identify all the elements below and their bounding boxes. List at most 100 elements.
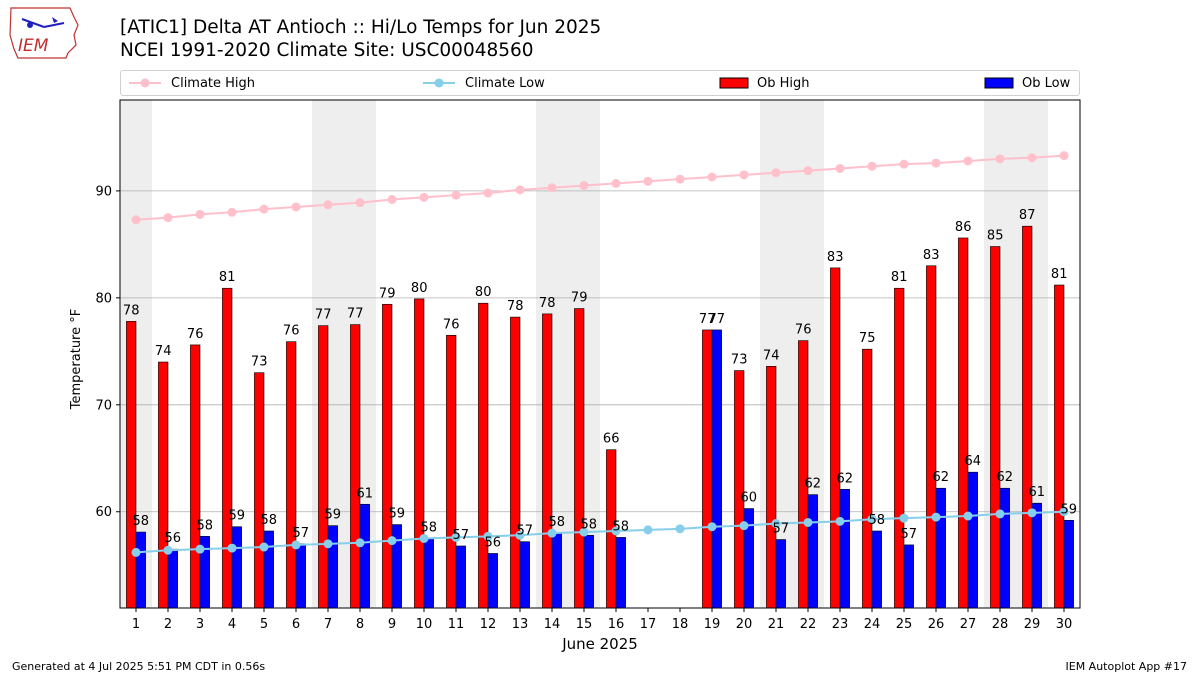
x-tick-label-24: 24 <box>864 617 881 632</box>
ob-high-label-4: 81 <box>219 270 236 285</box>
climate-low-point-8 <box>355 538 365 548</box>
y-tick-label-80: 80 <box>95 291 112 306</box>
ob-high-label-23: 83 <box>827 250 844 265</box>
ob-low-label-3: 58 <box>197 518 214 533</box>
ob-low-bar-6 <box>295 543 306 609</box>
ob-high-bar-3 <box>190 344 201 609</box>
climate-low-line <box>135 510 1065 554</box>
climate-low-point-7 <box>323 539 333 549</box>
ob-high-bar-7 <box>318 325 329 609</box>
climate-high-point-1 <box>131 215 141 225</box>
ob-high-bar-4 <box>222 287 233 609</box>
climate-high-point-21 <box>771 168 781 178</box>
iowa-map-icon: IEM <box>9 7 79 59</box>
ob-high-label-26: 83 <box>923 248 940 263</box>
climate-low-point-16 <box>611 526 621 536</box>
x-tick-label-7: 7 <box>324 617 332 632</box>
y-axis-label: Temperature °F <box>69 309 84 410</box>
ob-low-bar-11 <box>455 545 466 609</box>
climate-low-point-19 <box>707 522 717 532</box>
climate-low-point-2 <box>163 545 173 555</box>
ob-high-label-30: 81 <box>1051 267 1068 282</box>
legend-climate-high-swatch <box>129 78 161 88</box>
ob-low-bar-24 <box>871 530 882 609</box>
ob-high-label-8: 77 <box>347 307 364 322</box>
ob-low-bar-1 <box>135 531 146 609</box>
ob-low-bar-28 <box>999 487 1010 609</box>
ob-high-bar-20 <box>734 370 745 609</box>
ob-high-bar-1 <box>126 321 137 609</box>
climate-high-point-15 <box>579 181 589 191</box>
legend-ob-high-swatch <box>719 77 749 89</box>
x-tick-label-8: 8 <box>356 617 364 632</box>
climate-low-point-12 <box>483 531 493 541</box>
ob-high-label-19: 77 <box>699 312 716 327</box>
ob-high-bar-9 <box>382 303 393 609</box>
ob-low-bar-26 <box>935 487 946 609</box>
ob-high-label-25: 81 <box>891 270 908 285</box>
climate-low-point-6 <box>291 540 301 550</box>
ob-high-bar-10 <box>414 298 425 609</box>
ob-low-bar-5 <box>263 530 274 609</box>
x-tick-label-11: 11 <box>448 617 465 632</box>
x-tick-label-1: 1 <box>132 617 140 632</box>
ob-high-bar-26 <box>926 265 937 609</box>
x-tick-label-4: 4 <box>228 617 236 632</box>
x-tick-label-3: 3 <box>196 617 204 632</box>
chart-title: [ATIC1] Delta AT Antioch :: Hi/Lo Temps … <box>120 17 602 38</box>
ob-low-label-5: 58 <box>261 513 278 528</box>
climate-low-point-23 <box>835 516 845 526</box>
ob-low-bar-16 <box>615 537 626 609</box>
climate-high-point-9 <box>387 194 397 204</box>
ob-high-label-11: 76 <box>443 317 460 332</box>
climate-high-point-14 <box>547 183 557 193</box>
ob-low-label-10: 58 <box>421 520 438 535</box>
climate-low-point-29 <box>1027 508 1037 518</box>
climate-high-point-8 <box>355 198 365 208</box>
ob-high-bar-23 <box>830 267 841 609</box>
climate-high-point-23 <box>835 163 845 173</box>
ob-high-label-16: 66 <box>603 432 620 447</box>
ob-high-label-15: 79 <box>571 291 588 306</box>
ob-low-label-20: 60 <box>741 491 758 506</box>
x-tick-label-5: 5 <box>260 617 268 632</box>
ob-high-label-29: 87 <box>1019 208 1036 223</box>
ob-low-bar-12 <box>487 553 498 609</box>
ob-low-label-19: 77 <box>709 312 726 327</box>
ob-low-bar-13 <box>519 541 530 609</box>
ob-low-bar-8 <box>359 503 370 609</box>
data-labels: 78 58 74 56 76 58 81 59 73 58 76 57 77 59 77 61 79 59 80 58… <box>123 208 1077 550</box>
ob-low-bar-27 <box>967 471 978 609</box>
ob-high-label-20: 73 <box>731 353 748 368</box>
climate-low-point-3 <box>195 544 205 554</box>
climate-high-point-28 <box>995 154 1005 164</box>
y-tick-label-70: 70 <box>95 398 112 413</box>
ob-high-bar-30 <box>1054 284 1065 609</box>
ob-high-bar-13 <box>510 316 521 609</box>
legend-climate-high: Climate High <box>129 71 255 95</box>
ob-high-label-27: 86 <box>955 220 972 235</box>
x-tick-label-2: 2 <box>164 617 172 632</box>
ob-low-label-13: 57 <box>517 524 534 539</box>
legend-ob-low-swatch <box>984 77 1014 89</box>
x-tick-label-19: 19 <box>704 617 721 632</box>
x-tick-label-6: 6 <box>292 617 300 632</box>
climate-low-point-14 <box>547 528 557 538</box>
climate-high-point-22 <box>803 166 813 176</box>
ob-high-label-12: 80 <box>475 285 492 300</box>
ob-high-label-2: 74 <box>155 344 172 359</box>
ob-low-label-16: 58 <box>613 519 630 534</box>
climate-high-point-10 <box>419 192 429 202</box>
climate-high-point-20 <box>739 170 749 180</box>
ob-low-bar-7 <box>327 525 338 609</box>
climate-low-point-11 <box>451 532 461 542</box>
x-tick-label-20: 20 <box>736 617 753 632</box>
iem-logo: IEM <box>8 5 80 59</box>
x-tick-label-9: 9 <box>388 617 396 632</box>
ob-high-bar-6 <box>286 341 297 609</box>
ob-low-bar-10 <box>423 538 434 609</box>
climate-low-point-4 <box>227 543 237 553</box>
ob-high-bar-25 <box>894 287 905 609</box>
ob-high-label-7: 77 <box>315 308 332 323</box>
ob-high-label-13: 78 <box>507 299 524 314</box>
